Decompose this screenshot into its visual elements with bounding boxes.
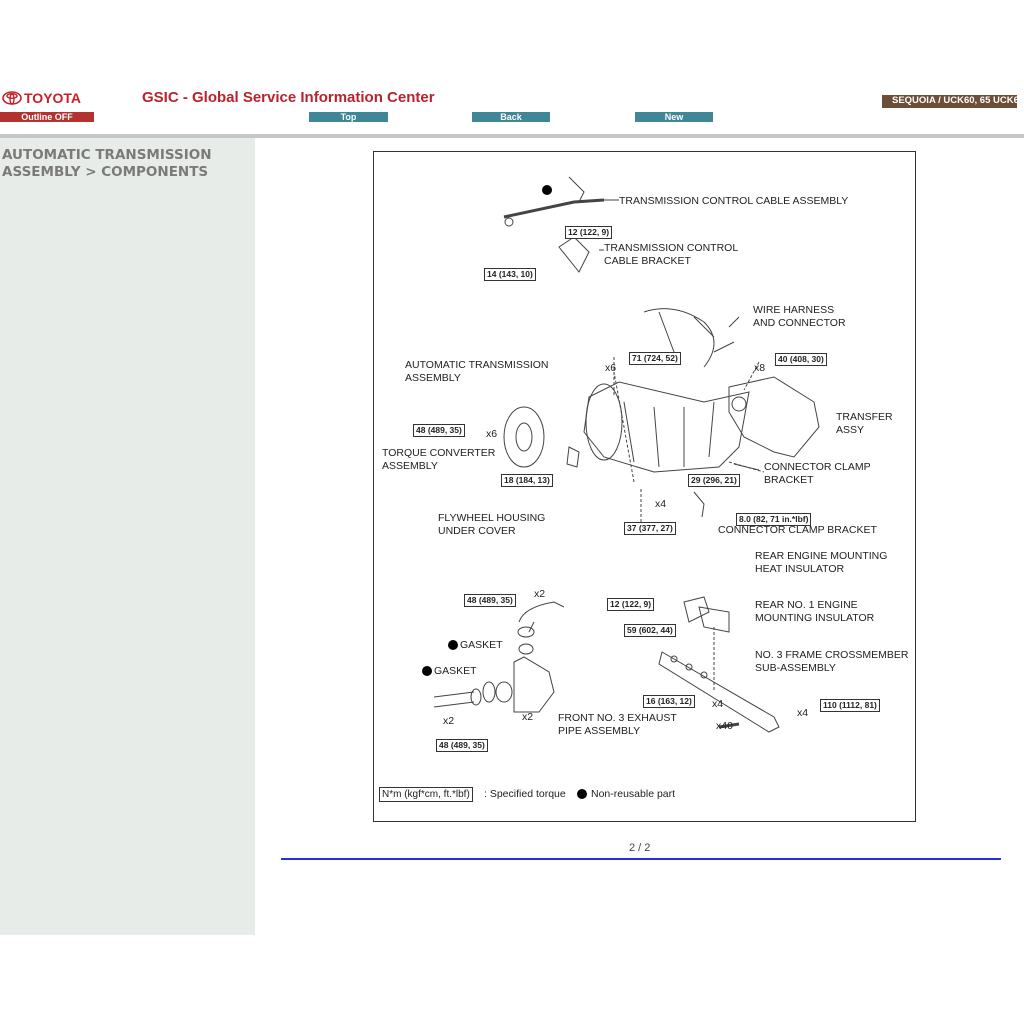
quantity-label: x6 [486, 428, 498, 440]
label-automatic-transmission: AUTOMATIC TRANSMISSION ASSEMBLY [405, 359, 549, 384]
torque-spec: 71 (724, 52) [629, 352, 681, 365]
label-gasket: GASKET [460, 639, 503, 651]
torque-spec: 37 (377, 27) [624, 522, 676, 535]
torque-spec: 59 (602, 44) [624, 624, 676, 637]
breadcrumb: AUTOMATIC TRANSMISSION ASSEMBLY > COMPON… [2, 147, 212, 181]
outline-toggle-button[interactable]: Outline OFF [0, 112, 94, 122]
diagram-parts-drawing [433, 176, 820, 733]
quantity-label: x4 [797, 707, 809, 719]
torque-spec: 110 (1112, 81) [820, 699, 880, 712]
non-reusable-marker [542, 185, 552, 195]
breadcrumb-line-2: ASSEMBLY > COMPONENTS [2, 164, 209, 180]
label-transmission-control-cable: TRANSMISSION CONTROL CABLE ASSEMBLY [619, 195, 849, 207]
torque-spec: 48 (489, 35) [413, 424, 465, 437]
legend-torque-box: N*m (kgf*cm, ft.*lbf) [379, 787, 473, 802]
label-rear-no1-engine-mounting-insulator: REAR NO. 1 ENGINE MOUNTING INSULATOR [755, 599, 875, 624]
quantity-label: x40 [716, 720, 733, 732]
sidebar [0, 138, 255, 935]
label-torque-converter: TORQUE CONVERTER ASSEMBLY [382, 447, 496, 472]
torque-spec: 48 (489, 35) [464, 594, 516, 607]
quantity-label: x2 [534, 588, 546, 600]
toyota-emblem-icon [2, 91, 22, 105]
torque-spec: 12 (122, 9) [607, 598, 655, 611]
quantity-label: x6 [605, 362, 617, 374]
quantity-label: x8 [754, 362, 766, 374]
label-connector-clamp-bracket-2: CONNECTOR CLAMP BRACKET [718, 524, 877, 536]
torque-spec: 48 (489, 35) [436, 739, 488, 752]
quantity-label: x4 [655, 498, 667, 510]
label-transmission-control-cable-bracket: TRANSMISSION CONTROL CABLE BRACKET [604, 242, 739, 267]
content-divider [281, 858, 1001, 860]
top-button[interactable]: Top [309, 112, 388, 122]
page-title: GSIC - Global Service Information Center [142, 89, 435, 106]
legend-non-reusable-text: Non-reusable part [591, 788, 676, 800]
label-flywheel-housing-under-cover: FLYWHEEL HOUSING UNDER COVER [438, 512, 546, 537]
label-front-no3-exhaust-pipe: FRONT NO. 3 EXHAUST PIPE ASSEMBLY [558, 712, 677, 737]
torque-spec: 14 (143, 10) [484, 268, 536, 281]
legend-non-reusable-dot [577, 789, 587, 799]
label-rear-engine-mounting-heat-insulator: REAR ENGINE MOUNTING HEAT INSULATOR [755, 550, 888, 575]
label-connector-clamp-bracket: CONNECTOR CLAMP BRACKET [764, 461, 871, 486]
torque-spec: 8.0 (82, 71 in.*lbf) [736, 513, 812, 526]
brand-name: TOYOTA [24, 90, 82, 106]
vehicle-model-badge: SEQUOIA / UCK60, 65 UCK60, 65 [882, 95, 1017, 108]
quantity-label: x4 [712, 698, 724, 710]
breadcrumb-line-1: AUTOMATIC TRANSMISSION [2, 147, 212, 163]
quantity-label: x2 [443, 715, 455, 727]
non-reusable-marker [422, 666, 432, 676]
header-divider [0, 134, 1024, 138]
label-transfer-assy: TRANSFER ASSY [836, 411, 893, 436]
page-number: 2 / 2 [629, 842, 651, 854]
label-gasket-2: GASKET [434, 665, 477, 677]
non-reusable-marker [448, 640, 458, 650]
components-diagram: TRANSMISSION CONTROL CABLE ASSEMBLY 12 (… [373, 151, 916, 822]
torque-spec: 12 (122, 9) [565, 226, 613, 239]
toyota-logo: TOYOTA [2, 90, 81, 106]
back-button[interactable]: Back [472, 112, 550, 122]
quantity-label: x2 [522, 711, 534, 723]
torque-spec: 40 (408, 30) [775, 353, 827, 366]
torque-spec: 18 (184, 13) [501, 474, 553, 487]
torque-spec: 16 (163, 12) [643, 695, 695, 708]
new-button[interactable]: New [635, 112, 713, 122]
torque-spec: 29 (296, 21) [688, 474, 740, 487]
legend-torque-text: : Specified torque [484, 788, 566, 800]
label-no3-frame-crossmember: NO. 3 FRAME CROSSMEMBER SUB-ASSEMBLY [755, 649, 909, 674]
label-wire-harness: WIRE HARNESS AND CONNECTOR [753, 304, 846, 329]
